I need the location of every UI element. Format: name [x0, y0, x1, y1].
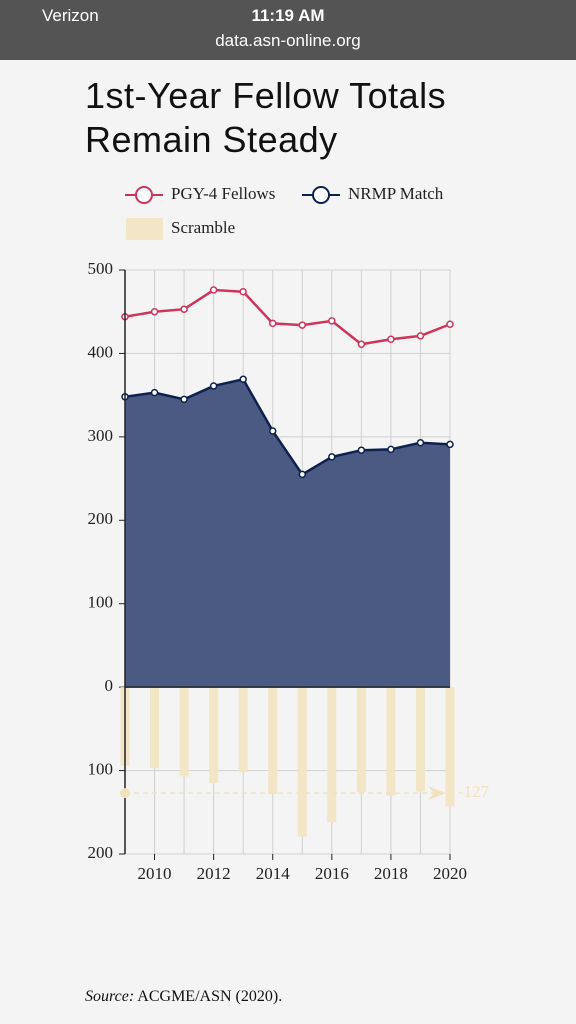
- carrier: Verizon: [42, 6, 99, 25]
- bar: [415, 687, 425, 792]
- x-tick-label: 2012: [197, 864, 231, 883]
- point: [298, 321, 307, 329]
- chart-title: 1st-Year Fellow Totals Remain Steady: [85, 75, 447, 160]
- bar: [327, 687, 337, 823]
- legend-label: Scramble: [171, 218, 235, 237]
- bar: [150, 687, 160, 769]
- x-tick-label: 2020: [433, 864, 467, 883]
- y-tick-label: 200: [88, 843, 114, 862]
- point: [298, 470, 307, 479]
- point: [446, 320, 454, 328]
- point: [180, 305, 188, 313]
- point: [209, 382, 218, 390]
- point: [328, 317, 336, 325]
- point: [416, 332, 425, 340]
- point: [150, 388, 159, 397]
- bar: [356, 687, 366, 793]
- point: [416, 438, 425, 447]
- y-tick-label: 100: [88, 593, 114, 612]
- line: [124, 288, 451, 346]
- legend-swatch: [312, 186, 330, 204]
- bar: [297, 687, 307, 837]
- point: [150, 307, 159, 316]
- point: [328, 453, 336, 461]
- legend-label: PGY-4 Fellows: [171, 184, 275, 203]
- y-tick-label: 300: [88, 426, 114, 445]
- x-tick-label: 2010: [138, 864, 172, 883]
- annotation-label: -127: [458, 782, 490, 801]
- annotation-arrow: [428, 786, 446, 801]
- point: [239, 287, 247, 296]
- source: Source: ACGME/ASN (2020).: [85, 988, 282, 1006]
- point: [180, 395, 188, 404]
- bar: [179, 687, 189, 777]
- point: [268, 427, 277, 435]
- point: [357, 340, 366, 349]
- y-tick-label: 200: [88, 509, 114, 528]
- point: [387, 445, 395, 454]
- legend-label: NRMP Match: [348, 184, 444, 203]
- point: [387, 335, 395, 343]
- chart: 200 100 0 100 200 300 400 500 2010 2012 2014 2016 20…: [88, 184, 490, 883]
- x-tick-label: 2016: [315, 864, 349, 883]
- x-tick-label: 2014: [256, 864, 291, 883]
- annotation-dot: [120, 788, 130, 799]
- point: [357, 446, 366, 454]
- bar: [445, 687, 455, 807]
- bar: [386, 687, 396, 796]
- y-tick-label: 0: [105, 676, 114, 695]
- bar: [268, 687, 278, 794]
- y-tick-label: 400: [88, 342, 114, 361]
- point: [209, 286, 218, 294]
- legend-swatch: [126, 218, 163, 240]
- bar: [209, 687, 219, 784]
- area: [125, 379, 450, 688]
- y-tick-label: 500: [88, 259, 114, 278]
- status-bar: Verizon 11:19 AM data.asn-online.org: [0, 0, 576, 60]
- point: [446, 440, 454, 449]
- y-tick-label: 100: [88, 759, 114, 778]
- point: [239, 375, 247, 384]
- line: [124, 377, 451, 477]
- source-text: ACGME/ASN (2020).: [137, 988, 283, 1005]
- url[interactable]: data.asn-online.org: [215, 31, 361, 50]
- legend-swatch: [135, 186, 153, 204]
- x-tick-label: 2018: [374, 864, 408, 883]
- time: 11:19 AM: [251, 6, 325, 25]
- point: [268, 319, 277, 328]
- bar: [238, 687, 248, 773]
- source-label: Source:: [85, 988, 135, 1005]
